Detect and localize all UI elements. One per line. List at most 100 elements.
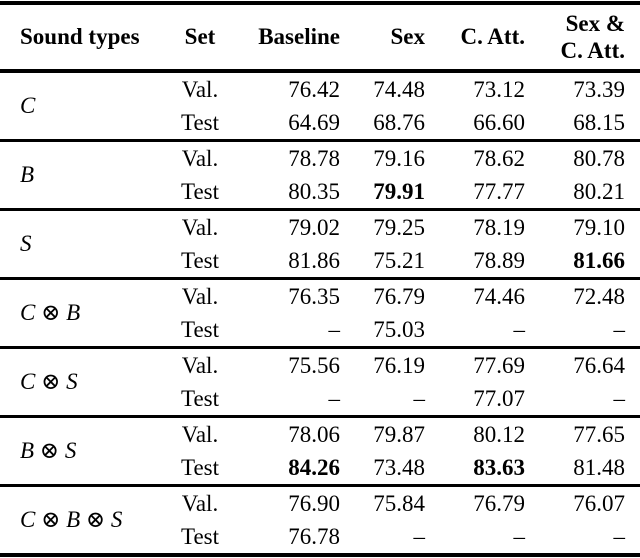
set-cell: Val.: [181, 283, 219, 309]
value-cell: –: [513, 523, 526, 549]
value-cell: 77.65: [573, 421, 625, 447]
col-header-sound-types: Sound types: [20, 24, 140, 49]
set-cell: Test: [181, 109, 219, 135]
value-cell: 76.90: [288, 490, 340, 516]
set-cell: Val.: [181, 352, 219, 378]
value-cell: –: [413, 523, 426, 549]
col-header-c-att: C. Att.: [460, 24, 525, 49]
value-cell: 78.06: [288, 421, 340, 447]
value-cell: 79.25: [373, 214, 425, 240]
value-cell: 68.76: [373, 109, 425, 135]
table-row: C ⊗ B ⊗ S Val. 76.90 75.84 76.79 76.07: [0, 486, 640, 533]
set-cell: Test: [181, 178, 219, 204]
value-cell: –: [613, 316, 626, 342]
col-header-baseline: Baseline: [258, 24, 340, 49]
value-cell-bold: 83.63: [473, 454, 525, 480]
value-cell: –: [328, 316, 341, 342]
row-group-c-s: C ⊗ S Val. 75.56 76.19 77.69 76.64 Test …: [0, 347, 640, 417]
value-cell: 68.15: [573, 109, 625, 135]
row-group-b: B Val. 78.78 79.16 78.62 80.78 Test 80.3…: [0, 140, 640, 210]
header-row: Sound types Set Baseline Sex C. Att. Sex…: [0, 3, 640, 71]
value-cell: 73.39: [573, 76, 625, 102]
row-group-b-s: B ⊗ S Val. 78.06 79.87 80.12 77.65 Test …: [0, 416, 640, 486]
set-cell: Test: [181, 385, 219, 411]
value-cell: –: [513, 316, 526, 342]
table-row: Test 81.86 75.21 78.89 81.66: [0, 244, 640, 279]
value-cell: 79.02: [288, 214, 340, 240]
col-header-set: Set: [184, 24, 216, 49]
value-cell: 77.07: [473, 385, 525, 411]
value-cell: 78.19: [473, 214, 525, 240]
table-row: Test 76.78 – – –: [0, 520, 640, 555]
value-cell: 75.56: [288, 352, 340, 378]
value-cell: 76.35: [288, 283, 340, 309]
value-cell: 76.19: [373, 352, 425, 378]
value-cell: 79.10: [573, 214, 625, 240]
value-cell: 79.87: [373, 421, 425, 447]
value-cell: 81.48: [573, 454, 625, 480]
col-header-sex-c-att-line2: C. Att.: [560, 38, 625, 63]
value-cell: 78.78: [288, 145, 340, 171]
value-cell: 76.64: [573, 352, 625, 378]
col-header-sex: Sex: [390, 24, 426, 49]
table-row: B Val. 78.78 79.16 78.62 80.78: [0, 141, 640, 188]
table-row: C Val. 76.42 74.48 73.12 73.39: [0, 71, 640, 119]
row-group-c: C Val. 76.42 74.48 73.12 73.39 Test 64.6…: [0, 71, 640, 141]
row-group-s: S Val. 79.02 79.25 78.19 79.10 Test 81.8…: [0, 209, 640, 279]
value-cell: 75.03: [373, 316, 425, 342]
value-cell: 76.79: [373, 283, 425, 309]
value-cell: 76.42: [288, 76, 340, 102]
value-cell: 75.21: [373, 247, 425, 273]
value-cell: –: [328, 385, 341, 411]
value-cell: 80.12: [473, 421, 525, 447]
value-cell: 80.35: [288, 178, 340, 204]
value-cell-bold: 84.26: [288, 454, 340, 480]
value-cell: –: [413, 385, 426, 411]
row-group-c-b-s: C ⊗ B ⊗ S Val. 76.90 75.84 76.79 76.07 T…: [0, 485, 640, 556]
value-cell: –: [613, 523, 626, 549]
row-group-c-b: C ⊗ B Val. 76.35 76.79 74.46 72.48 Test …: [0, 278, 640, 348]
table-header: Sound types Set Baseline Sex C. Att. Sex…: [0, 3, 640, 71]
table-row: B ⊗ S Val. 78.06 79.87 80.12 77.65: [0, 417, 640, 464]
table-row: Test 84.26 73.48 83.63 81.48: [0, 451, 640, 486]
set-cell: Test: [181, 454, 219, 480]
set-cell: Val.: [181, 490, 219, 516]
value-cell: 80.21: [573, 178, 625, 204]
value-cell: 76.79: [473, 490, 525, 516]
table-row: Test 80.35 79.91 77.77 80.21: [0, 175, 640, 210]
value-cell: 81.86: [288, 247, 340, 273]
sound-type-cell: S: [20, 231, 32, 256]
value-cell: 80.78: [573, 145, 625, 171]
set-cell: Val.: [181, 421, 219, 447]
sound-type-cell: C ⊗ S: [20, 369, 78, 394]
value-cell: 66.60: [473, 109, 525, 135]
col-header-sex-c-att: Sex & C. Att.: [525, 3, 640, 71]
sound-type-cell: B ⊗ S: [20, 438, 77, 463]
value-cell: 79.16: [373, 145, 425, 171]
table-row: C ⊗ S Val. 75.56 76.19 77.69 76.64: [0, 348, 640, 395]
set-cell: Val.: [181, 214, 219, 240]
sound-type-cell: C ⊗ B: [20, 300, 81, 325]
value-cell: 73.12: [473, 76, 525, 102]
table-row: S Val. 79.02 79.25 78.19 79.10: [0, 210, 640, 257]
set-cell: Val.: [181, 145, 219, 171]
value-cell-bold: 79.91: [373, 178, 425, 204]
value-cell: 72.48: [573, 283, 625, 309]
value-cell: 64.69: [288, 109, 340, 135]
col-header-sex-c-att-line1: Sex &: [565, 11, 625, 36]
value-cell: 74.48: [373, 76, 425, 102]
value-cell: 74.46: [473, 283, 525, 309]
value-cell: –: [613, 385, 626, 411]
value-cell-bold: 81.66: [573, 247, 625, 273]
set-cell: Test: [181, 247, 219, 273]
set-cell: Val.: [181, 76, 219, 102]
sound-type-cell: C ⊗ B ⊗ S: [20, 507, 123, 532]
set-cell: Test: [181, 316, 219, 342]
set-cell: Test: [181, 523, 219, 549]
sound-type-cell: B: [20, 162, 35, 187]
value-cell: 77.69: [473, 352, 525, 378]
value-cell: 76.07: [573, 490, 625, 516]
table-row: Test – 75.03 – –: [0, 313, 640, 348]
value-cell: 76.78: [288, 523, 340, 549]
